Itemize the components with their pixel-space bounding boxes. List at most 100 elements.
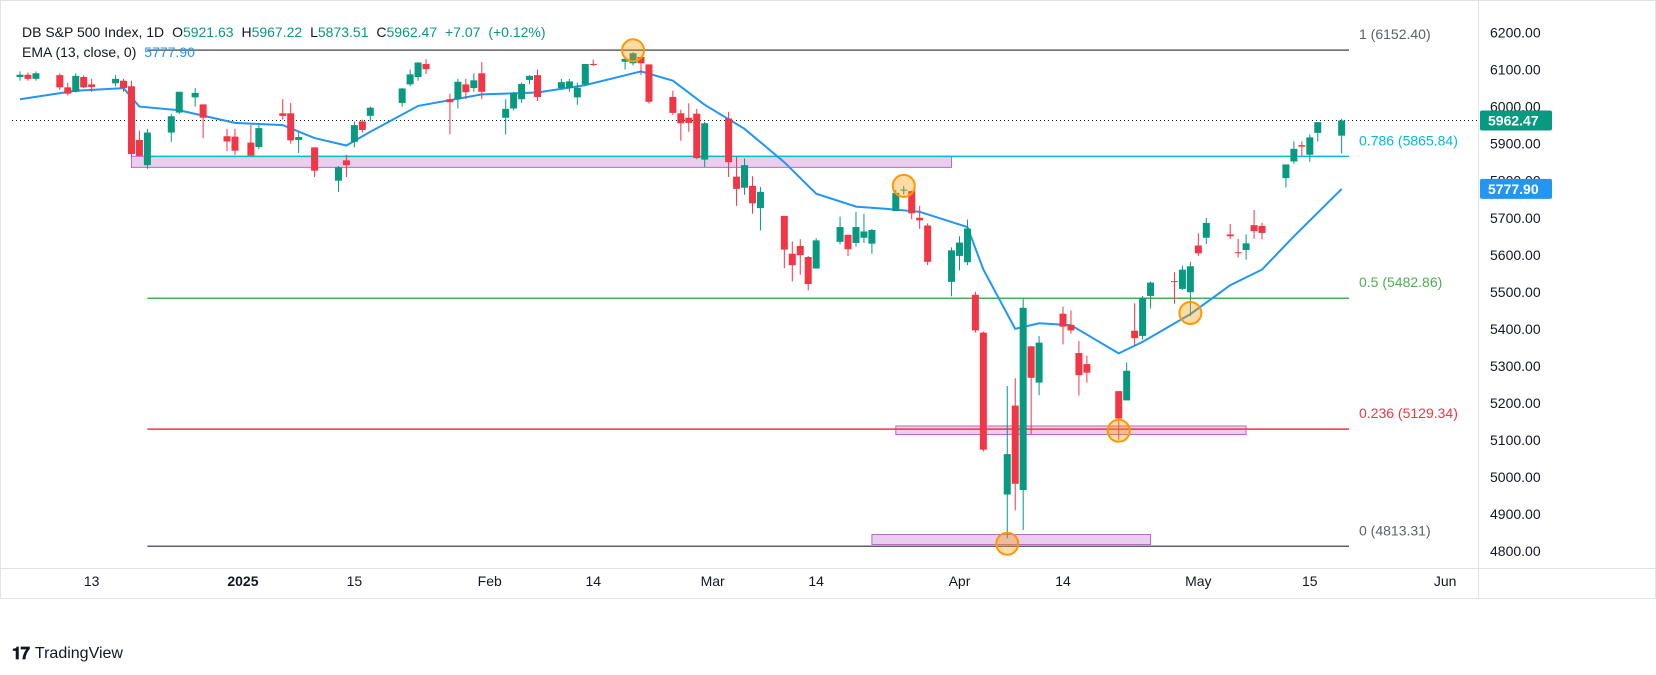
y-tick-label-6: 5600.00 (1490, 247, 1541, 263)
indicator-legend[interactable]: EMA (13, close, 0) 5777.90 (22, 44, 199, 60)
candle-body-40 (510, 92, 518, 109)
branding[interactable]: 𝟏𝟕 TradingView (12, 644, 123, 664)
fib-level-label-3: 0.236 (5129.34) (1359, 405, 1458, 421)
candle-body-17 (223, 136, 231, 142)
y-tick-label-8: 5400.00 (1490, 321, 1541, 337)
candle-body-92 (1115, 391, 1123, 419)
x-tick-label-7: Apr (949, 573, 971, 589)
highlight-circle-1 (891, 173, 916, 198)
candle-body-110 (1306, 137, 1314, 155)
candle-body-91 (1083, 364, 1091, 373)
candle-body-86 (1027, 346, 1035, 378)
fib-level-label-2: 0.5 (5482.86) (1359, 274, 1442, 290)
candle-body-61 (748, 185, 756, 204)
candle-body-79 (955, 242, 963, 256)
candle-body-30 (398, 88, 406, 103)
candle-body-22 (287, 113, 295, 141)
candle-body-29 (366, 107, 374, 116)
last-price-tag-text: 5962.47 (1488, 113, 1539, 129)
x-tick-label-9: May (1185, 573, 1211, 589)
candle-body-56 (693, 113, 701, 159)
candle-body-23 (295, 136, 303, 140)
candle-body-72 (868, 229, 876, 244)
candle-body-64 (788, 253, 796, 266)
candle-body-76 (916, 217, 924, 221)
candle-body-20 (255, 128, 263, 147)
candle-body-9 (120, 80, 128, 89)
candle-body-96 (1147, 282, 1155, 296)
ohlc-change: +7.07 (445, 24, 481, 40)
support-zone-0 (130, 155, 953, 168)
candle-body-27 (350, 125, 358, 142)
last-price-tag-bg (1480, 110, 1552, 131)
candle-body-38 (478, 73, 486, 92)
candle-body-14 (175, 91, 183, 113)
candle-body-32 (414, 62, 422, 77)
candle-body-101 (1202, 222, 1210, 238)
candle-body-62 (756, 191, 764, 209)
brand-name: TradingView (34, 645, 123, 662)
candle-body-4 (64, 87, 72, 94)
candle-body-11 (135, 139, 143, 156)
x-tick-label-3: Feb (478, 573, 502, 589)
x-tick-label-2: 15 (347, 573, 363, 589)
y-tick-label-12: 5000.00 (1490, 469, 1541, 485)
x-tick-label-8: 14 (1055, 573, 1071, 589)
y-tick-label-5: 5700.00 (1490, 210, 1541, 226)
candle-body-81 (971, 294, 979, 331)
candle-body-87 (1035, 342, 1043, 383)
candle-body-19 (247, 142, 255, 156)
candle-body-95 (1139, 297, 1147, 336)
candle-body-97 (1170, 281, 1178, 283)
candle-body-93 (1123, 370, 1131, 401)
candle-body-50 (629, 53, 637, 64)
x-tick-label-5: Mar (701, 573, 725, 589)
candle-body-85 (1019, 307, 1027, 491)
candle-body-49 (621, 58, 629, 62)
candle-body-90 (1075, 352, 1083, 376)
candle-body-103 (1234, 252, 1242, 254)
candle-body-47 (581, 64, 589, 85)
y-tick-label-0: 6200.00 (1490, 25, 1541, 41)
candle-body-46 (573, 87, 581, 98)
candle-body-73 (892, 192, 900, 212)
candle-body-77 (924, 225, 932, 262)
highlight-circle-3 (1178, 300, 1203, 325)
highlight-circle-4 (995, 531, 1020, 556)
tradingview-logo-icon: 𝟏𝟕 (12, 644, 30, 663)
candle-body-109 (1298, 145, 1306, 147)
candle-body-33 (422, 64, 430, 70)
y-tick-label-7: 5500.00 (1490, 284, 1541, 300)
y-tick-label-13: 4900.00 (1490, 506, 1541, 522)
candle-body-53 (669, 96, 677, 113)
chart-border (0, 0, 1656, 599)
ema-price-tag-bg (1480, 178, 1552, 199)
candle-body-89 (1067, 324, 1075, 331)
candle-body-5 (72, 75, 80, 92)
fib-level-label-1: 0.786 (5865.84) (1359, 132, 1458, 148)
candle-body-31 (406, 74, 414, 85)
candle-body-94 (1131, 330, 1139, 339)
candle-body-57 (701, 123, 709, 160)
candle-body-44 (557, 82, 565, 89)
candle-body-100 (1194, 245, 1202, 254)
axes: 6200.006100.006000.005900.005800.005700.… (84, 25, 1552, 589)
candle-body-69 (844, 234, 852, 250)
candle-body-54 (677, 113, 685, 124)
x-tick-label-0: 13 (84, 573, 100, 589)
highlight-circle-2 (1106, 418, 1131, 443)
candle-body-67 (812, 240, 820, 269)
candle-body-52 (645, 64, 653, 102)
candle-body-74 (900, 189, 908, 191)
ema-13-line (19, 70, 1343, 355)
x-tick-label-4: 14 (585, 573, 601, 589)
candle-body-41 (518, 84, 526, 100)
candle-body-106 (1258, 225, 1266, 233)
candle-body-84 (1011, 405, 1019, 484)
highlight-circle-0 (621, 38, 646, 63)
ohlc-close: C5962.47 (376, 24, 438, 40)
y-tick-label-10: 5200.00 (1490, 395, 1541, 411)
candle-body-42 (526, 75, 534, 80)
ohlc-open: O5921.63 (172, 24, 234, 40)
